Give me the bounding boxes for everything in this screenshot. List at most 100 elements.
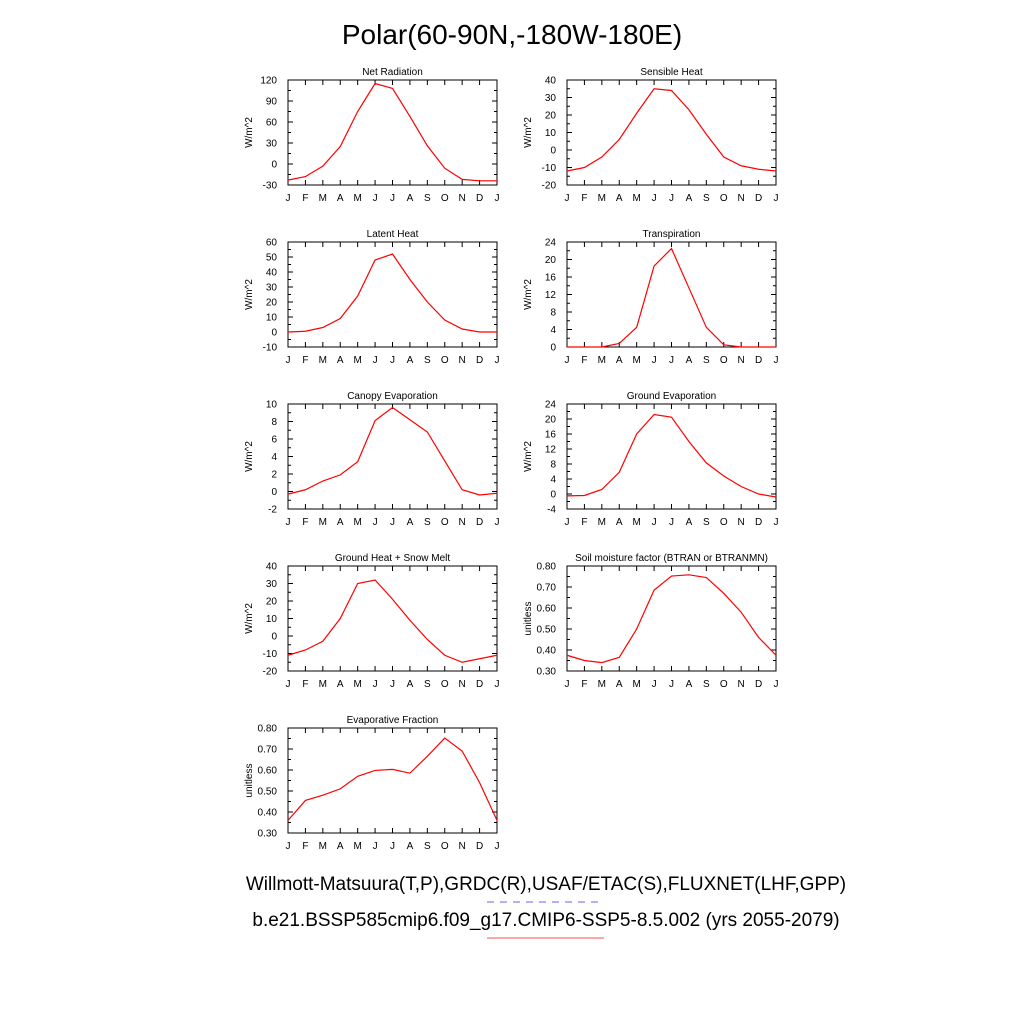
x-tick-label: A — [686, 517, 693, 528]
x-tick-label: F — [581, 679, 587, 690]
x-tick-label: J — [669, 193, 674, 204]
y-tick-label: 0 — [271, 487, 277, 498]
series-line — [287, 82, 497, 182]
x-tick-label: M — [353, 193, 361, 204]
x-tick-label: N — [738, 193, 745, 204]
x-tick-label: J — [495, 517, 500, 528]
x-tick-label: O — [720, 679, 728, 690]
series-line — [287, 406, 498, 496]
x-tick-label: J — [373, 679, 378, 690]
y-axis-label: W/m^2 — [244, 603, 255, 634]
x-tick-label: N — [459, 355, 466, 366]
x-tick-label: J — [495, 193, 500, 204]
x-tick-label: S — [703, 193, 710, 204]
x-tick-label: M — [632, 193, 640, 204]
x-tick-label: N — [459, 193, 466, 204]
x-tick-label: N — [459, 517, 466, 528]
x-tick-label: J — [774, 679, 779, 690]
y-tick-label: 4 — [550, 475, 556, 486]
y-axis-label: unitless — [244, 764, 255, 798]
y-tick-label: 0.60 — [537, 604, 557, 615]
legend-label-model: b.e21.BSSP585cmip6.f09_g17.CMIP6-SSP5-8.… — [252, 910, 839, 931]
y-tick-label: 0 — [550, 343, 556, 354]
x-tick-label: N — [738, 517, 745, 528]
y-tick-label: 2 — [271, 470, 277, 481]
y-tick-label: 16 — [545, 430, 557, 441]
x-tick-label: D — [755, 517, 762, 528]
series-line — [287, 737, 498, 821]
x-tick-label: F — [581, 355, 587, 366]
y-tick-label: 12 — [545, 290, 557, 301]
x-tick-label: S — [703, 679, 710, 690]
x-tick-label: A — [407, 193, 414, 204]
x-tick-label: F — [581, 193, 587, 204]
y-tick-label: 0 — [271, 160, 277, 171]
y-tick-label: 24 — [545, 238, 557, 249]
x-tick-label: J — [390, 193, 395, 204]
x-tick-label: D — [476, 517, 483, 528]
x-tick-label: A — [616, 517, 623, 528]
x-tick-label: N — [738, 679, 745, 690]
y-tick-label: -2 — [268, 505, 277, 516]
x-tick-label: S — [424, 517, 431, 528]
x-tick-label: M — [319, 355, 327, 366]
y-tick-label: 40 — [266, 268, 278, 279]
x-tick-label: F — [302, 355, 308, 366]
y-tick-label: 20 — [545, 415, 557, 426]
y-axis-label: W/m^2 — [523, 117, 534, 148]
y-tick-label: 0 — [271, 632, 277, 643]
x-tick-label: A — [337, 355, 344, 366]
legend-label-observations: Willmott-Matsuura(T,P),GRDC(R),USAF/ETAC… — [246, 874, 846, 895]
x-tick-label: O — [720, 517, 728, 528]
y-tick-label: 60 — [266, 118, 278, 129]
y-tick-label: 0.80 — [537, 562, 557, 573]
x-tick-label: M — [319, 679, 327, 690]
x-tick-label: J — [774, 355, 779, 366]
y-tick-label: 0.50 — [258, 787, 278, 798]
y-tick-label: 0.80 — [258, 724, 278, 735]
x-tick-label: S — [424, 355, 431, 366]
chart-title: Transpiration — [643, 229, 701, 240]
y-tick-label: 0.70 — [537, 583, 557, 594]
x-tick-label: D — [476, 679, 483, 690]
x-tick-label: D — [476, 841, 483, 852]
y-tick-label: 0 — [550, 146, 556, 157]
plot-frame — [566, 79, 777, 186]
y-tick-label: 60 — [266, 238, 278, 249]
x-tick-label: S — [424, 679, 431, 690]
x-tick-label: A — [337, 193, 344, 204]
x-tick-label: J — [495, 679, 500, 690]
y-tick-label: 20 — [545, 255, 557, 266]
x-tick-label: M — [632, 355, 640, 366]
x-tick-label: S — [703, 517, 710, 528]
x-tick-label: M — [598, 193, 606, 204]
y-tick-label: 0 — [271, 328, 277, 339]
series-line — [287, 579, 498, 663]
y-tick-label: 0.60 — [258, 766, 278, 777]
x-tick-label: A — [616, 193, 623, 204]
y-tick-label: 120 — [260, 76, 277, 87]
x-tick-label: M — [632, 517, 640, 528]
x-tick-label: J — [774, 193, 779, 204]
y-tick-label: 0 — [550, 490, 556, 501]
x-tick-label: J — [286, 193, 291, 204]
x-tick-label: J — [565, 193, 570, 204]
series-line — [287, 253, 497, 333]
chart-title: Soil moisture factor (BTRAN or BTRANMN) — [575, 553, 768, 564]
x-tick-label: M — [353, 517, 361, 528]
chart-title: Net Radiation — [362, 67, 423, 78]
x-tick-label: M — [319, 193, 327, 204]
plot-frame — [287, 241, 498, 348]
y-tick-label: -20 — [542, 181, 557, 192]
x-tick-label: D — [755, 193, 762, 204]
plot-frame — [287, 403, 498, 510]
x-tick-label: N — [459, 679, 466, 690]
x-tick-label: O — [441, 193, 449, 204]
x-tick-label: S — [424, 841, 431, 852]
x-tick-label: A — [616, 355, 623, 366]
x-tick-label: M — [598, 517, 606, 528]
